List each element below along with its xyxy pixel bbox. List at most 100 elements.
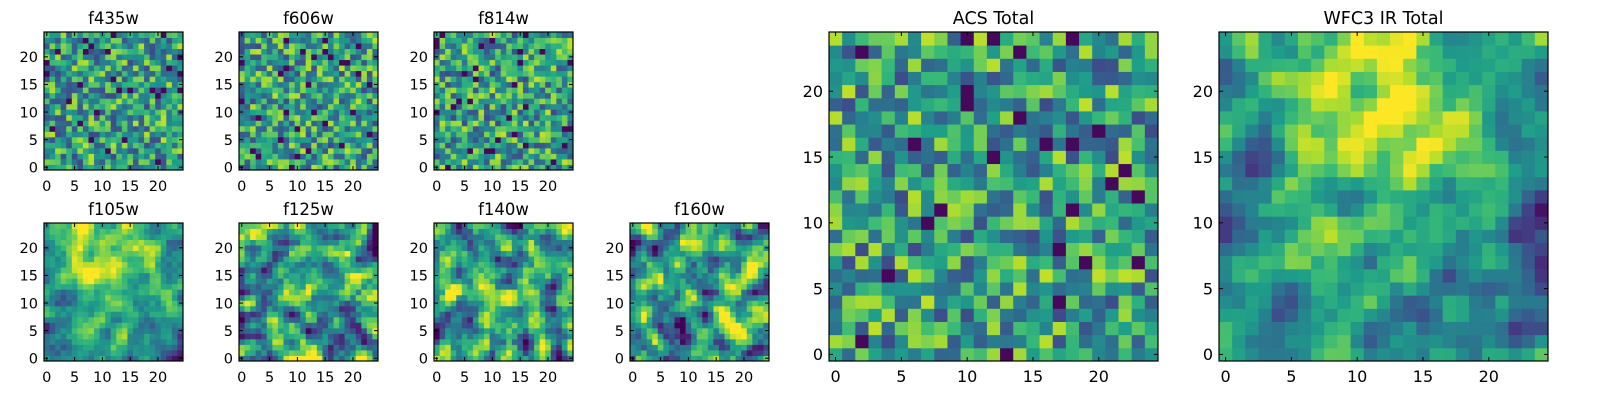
heatmap-cell — [657, 267, 664, 274]
heatmap-cell — [1065, 229, 1080, 244]
heatmap-cell — [277, 289, 284, 296]
heatmap-cell — [350, 114, 357, 121]
heatmap-cell — [545, 43, 552, 50]
heatmap-cell — [166, 120, 173, 127]
heatmap-cell — [94, 43, 101, 50]
heatmap-cell — [445, 43, 452, 50]
heatmap-cell — [55, 164, 62, 171]
heatmap-cell — [641, 234, 648, 241]
heatmap-cell — [60, 289, 67, 296]
heatmap-cell — [1079, 282, 1093, 296]
heatmap-cell — [702, 228, 709, 235]
heatmap-cell — [472, 305, 479, 312]
heatmap-cell — [327, 103, 334, 110]
heatmap-cell — [472, 333, 479, 340]
heatmap-cell — [266, 316, 273, 323]
heatmap-cell — [110, 327, 117, 334]
heatmap-cell — [456, 54, 463, 61]
heatmap-cell — [149, 131, 156, 138]
heatmap-cell — [333, 278, 340, 285]
heatmap-cell — [829, 216, 843, 230]
x-tick-label: 10 — [93, 179, 111, 195]
heatmap-cell — [49, 109, 56, 116]
heatmap-cell — [316, 153, 323, 160]
heatmap-cell — [116, 120, 123, 127]
heatmap-cell — [685, 239, 692, 246]
heatmap-cell — [668, 300, 675, 307]
heatmap-cell — [522, 92, 529, 99]
heatmap-cell — [366, 245, 373, 252]
heatmap-cell — [149, 70, 156, 77]
heatmap-cell — [467, 272, 474, 279]
heatmap-cell — [550, 103, 557, 110]
heatmap-cell — [539, 131, 546, 138]
heatmap-cell — [361, 76, 368, 83]
heatmap-cell — [311, 278, 318, 285]
heatmap-cell — [517, 322, 524, 329]
heatmap-cell — [327, 87, 334, 94]
heatmap-cell — [127, 322, 134, 329]
heatmap-cell — [99, 142, 106, 149]
heatmap-cell — [177, 70, 184, 77]
heatmap-cell — [1000, 295, 1014, 309]
heatmap-cell — [1065, 203, 1080, 217]
heatmap-cell — [99, 283, 106, 290]
heatmap-cell — [160, 245, 167, 252]
heatmap-cell — [55, 239, 62, 246]
heatmap-cell — [144, 311, 151, 318]
heatmap-cell — [674, 261, 681, 268]
heatmap-cell — [1105, 176, 1119, 191]
heatmap-cell — [921, 321, 935, 336]
heatmap-cell — [757, 322, 764, 329]
heatmap-cell — [155, 120, 162, 127]
heatmap-cell — [316, 245, 323, 252]
heatmap-cell — [49, 245, 56, 252]
heatmap-cell — [713, 311, 720, 318]
heatmap-cell — [757, 294, 764, 301]
heatmap-cell — [735, 228, 742, 235]
heatmap-cell — [868, 268, 883, 283]
heatmap-cell — [445, 153, 452, 160]
heatmap-cell — [707, 322, 714, 329]
heatmap-cell — [763, 256, 770, 263]
heatmap-cell — [300, 153, 307, 160]
heatmap-cell — [534, 305, 541, 312]
heatmap-cell — [500, 153, 507, 160]
heatmap-cell — [713, 239, 720, 246]
heatmap-cell — [484, 103, 491, 110]
heatmap-cell — [500, 109, 507, 116]
heatmap-cell — [261, 81, 268, 88]
heatmap-cell — [149, 333, 156, 340]
heatmap-cell — [934, 268, 948, 283]
heatmap-cell — [283, 136, 290, 143]
heatmap-cell — [685, 305, 692, 312]
heatmap-cell — [88, 289, 95, 296]
heatmap-cell — [495, 256, 502, 263]
heatmap-cell — [272, 87, 279, 94]
heatmap-cell — [567, 294, 574, 301]
heatmap-cell — [339, 261, 346, 268]
heatmap-cell — [696, 327, 703, 334]
heatmap-cell — [1131, 308, 1146, 322]
heatmap-cell — [445, 70, 452, 77]
heatmap-cell — [445, 322, 452, 329]
heatmap-cell — [277, 278, 284, 285]
axes-frame — [238, 31, 379, 171]
heatmap-cell — [261, 272, 268, 279]
heatmap-cell — [434, 344, 441, 351]
heatmap-cell — [132, 103, 139, 110]
heatmap-cell — [355, 125, 362, 132]
heatmap-cell — [300, 322, 307, 329]
heatmap-cell — [1092, 308, 1106, 322]
heatmap-cell — [177, 256, 184, 263]
heatmap-cell — [366, 305, 373, 312]
heatmap-cell — [55, 76, 62, 83]
heatmap-cell — [166, 322, 173, 329]
heatmap-cell — [244, 98, 251, 105]
heatmap-cell — [921, 229, 935, 244]
heatmap-cell — [82, 43, 89, 50]
heatmap-cell — [311, 87, 318, 94]
heatmap-cell — [166, 65, 173, 72]
heatmap-cell — [138, 136, 145, 143]
